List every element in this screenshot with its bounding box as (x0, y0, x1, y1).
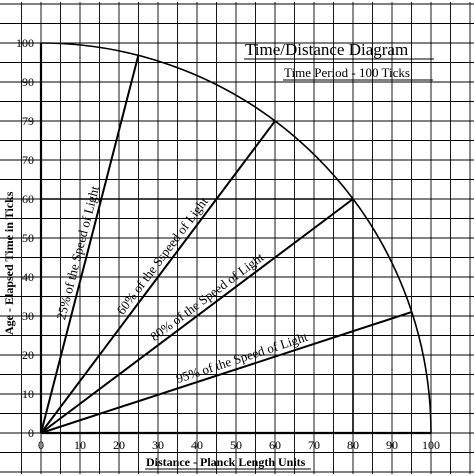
y-tick-label: 0 (28, 426, 34, 440)
x-tick-label: 90 (386, 438, 398, 452)
x-tick-label: 50 (230, 438, 242, 452)
x-tick-label: 30 (152, 438, 164, 452)
y-tick-label: 100 (16, 36, 34, 50)
y-tick-label: 90 (22, 75, 34, 89)
x-tick-label: 70 (308, 438, 320, 452)
y-tick-label: 60 (22, 192, 34, 206)
speed-line (40, 120, 276, 434)
y-tick-label: 40 (22, 270, 34, 284)
x-tick-label: 100 (422, 438, 440, 452)
speed-line (40, 198, 354, 434)
y-axis-label: Age - Elapsed Time in Ticks (2, 191, 16, 335)
x-tick-label: 60 (269, 438, 281, 452)
speed-lines (40, 54, 412, 434)
x-axis-label: Distance - Planck Length Units (146, 455, 306, 469)
x-tick-label: 0 (38, 438, 44, 452)
x-tick-label: 20 (113, 438, 125, 452)
y-tick-label: 10 (22, 387, 34, 401)
diagram-subtitle: Time Period - 100 Ticks (284, 65, 410, 80)
tick-labels: 0 10 20 30 40 50 60 70 80 90 100 0 10 20 30 40 50 60 70 79 9… (16, 36, 440, 452)
speed-line-label: 95% of the Speed of Light (174, 329, 310, 386)
y-tick-label: 50 (22, 231, 34, 245)
quarter-circle-arc (40, 42, 432, 434)
reference-lines (41, 198, 354, 433)
x-tick-label: 80 (347, 438, 359, 452)
speed-line (40, 311, 412, 434)
axes (39, 43, 431, 435)
line-labels: 25% of the Speed of Light 60% of the Sspe… (53, 184, 310, 386)
y-tick-label: 30 (22, 309, 34, 323)
x-tick-label: 10 (74, 438, 86, 452)
speed-line (40, 54, 140, 434)
x-tick-label: 40 (191, 438, 203, 452)
y-tick-label: 70 (22, 153, 34, 167)
y-tick-label: 20 (22, 348, 34, 362)
diagram-title: Time/Distance Diagram (245, 40, 408, 59)
y-tick-label: 79 (22, 114, 34, 128)
